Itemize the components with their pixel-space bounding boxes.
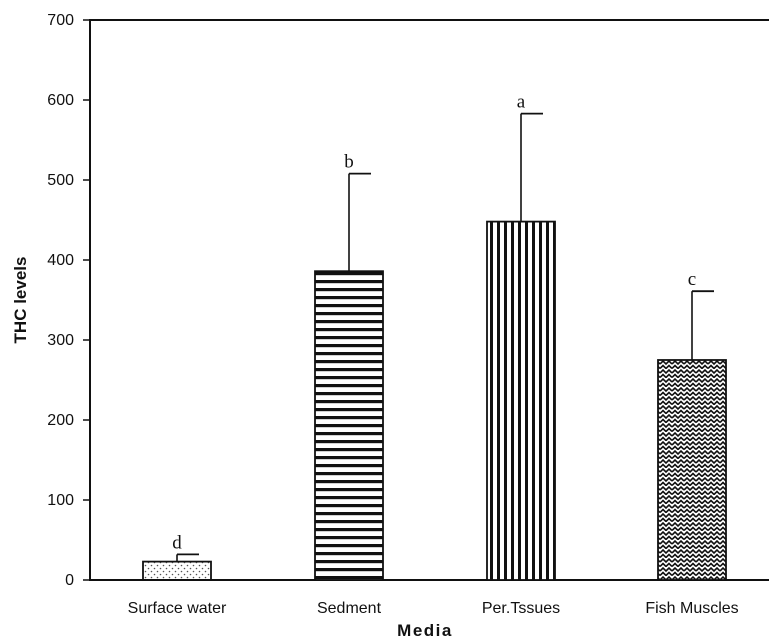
y-tick-label: 100 — [47, 492, 74, 509]
y-tick-label: 200 — [47, 412, 74, 429]
category-label: Per.Tssues — [482, 600, 560, 617]
y-axis-title: THC levels — [11, 257, 30, 344]
y-tick-label: 300 — [47, 332, 74, 349]
y-axis: 0 100 200 300 400 500 600 700 — [47, 12, 90, 589]
bar — [314, 270, 384, 581]
y-tick-label: 600 — [47, 92, 74, 109]
bars: d b a c — [142, 92, 727, 581]
significance-letter: d — [172, 532, 182, 553]
x-axis-labels: Surface water Sedment Per.Tssues Fish Muscl… — [128, 600, 739, 617]
bar — [142, 560, 212, 581]
significance-letter: b — [344, 152, 354, 173]
y-tick-label: 0 — [65, 572, 74, 589]
category-label: Sedment — [317, 600, 382, 617]
y-tick-label: 500 — [47, 172, 74, 189]
y-tick-label: 700 — [47, 12, 74, 29]
plot-frame — [89, 19, 769, 581]
bar — [486, 220, 556, 581]
significance-letter: a — [517, 92, 526, 113]
category-label: Fish Muscles — [645, 600, 738, 617]
category-label: Surface water — [128, 600, 227, 617]
significance-letter: c — [688, 269, 696, 290]
x-axis-title: Media — [397, 621, 453, 640]
y-tick-label: 400 — [47, 252, 74, 269]
bar — [657, 359, 727, 581]
